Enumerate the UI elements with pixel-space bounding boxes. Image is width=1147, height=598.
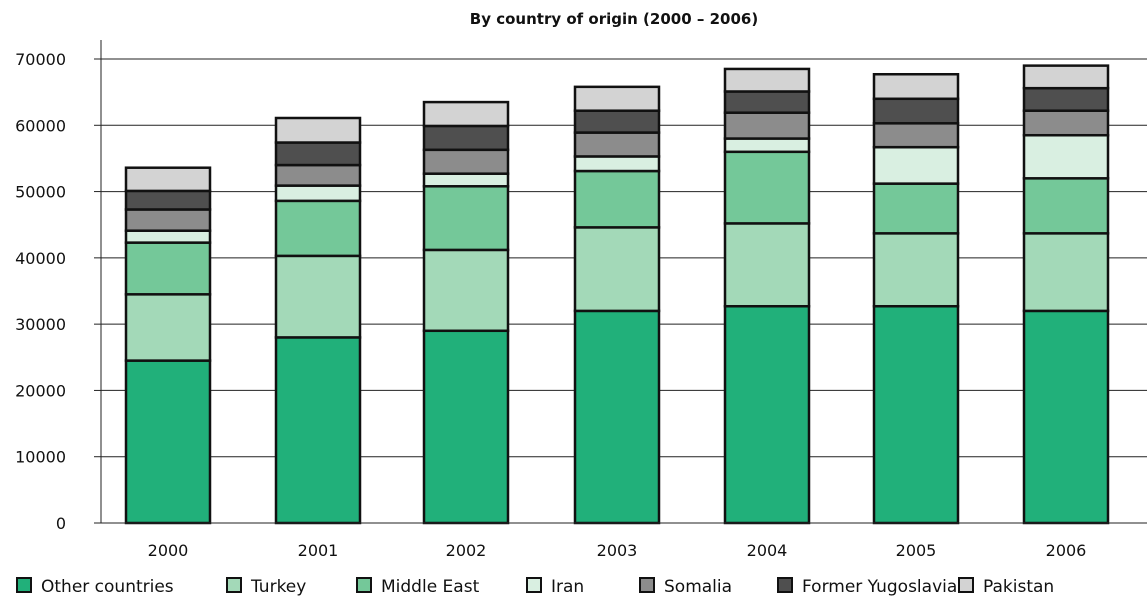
bar-segment — [274, 336, 362, 525]
bar-segment — [723, 222, 811, 308]
bar-segment — [422, 329, 510, 525]
bar-segment — [872, 304, 960, 525]
legend-label: Other countries — [41, 577, 174, 597]
legend-label: Middle East — [381, 577, 480, 597]
bar-segment — [274, 163, 362, 187]
bar-segment — [124, 229, 212, 244]
y-tick-label: 60000 — [15, 116, 66, 135]
bar-segment — [124, 166, 212, 193]
bar-segment — [1022, 232, 1110, 313]
y-tick-label: 20000 — [15, 381, 66, 400]
bar-segment — [573, 155, 661, 173]
bar-segment — [723, 304, 811, 525]
legend-label: Pakistan — [983, 577, 1054, 597]
y-axis-ticks: 0 10000 20000 30000 40000 50000 60000 70000 — [15, 50, 101, 533]
bar-segment — [723, 90, 811, 114]
y-tick-label: 10000 — [15, 448, 66, 467]
x-tick-label: 2003 — [597, 541, 638, 560]
bar-segment — [723, 67, 811, 93]
bar-segment — [422, 124, 510, 152]
legend-swatch — [958, 577, 974, 593]
bar-segment — [872, 97, 960, 125]
axes — [94, 40, 1147, 524]
bar-segment — [274, 184, 362, 203]
bar-segment — [422, 172, 510, 188]
bar-segment — [872, 72, 960, 101]
legend-swatch — [777, 577, 793, 593]
bar-segment — [124, 293, 212, 362]
bar-segment — [1022, 64, 1110, 90]
bar-segment — [1022, 133, 1110, 180]
bar-segment — [723, 111, 811, 140]
legend-label: Iran — [551, 577, 584, 597]
x-tick-label: 2004 — [747, 541, 788, 560]
x-tick-label: 2000 — [148, 541, 189, 560]
bar-segment — [1022, 86, 1110, 112]
bar-segment — [1022, 109, 1110, 137]
x-tick-label: 2005 — [896, 541, 937, 560]
bar-segment — [573, 85, 661, 112]
bar-segment — [872, 182, 960, 235]
bars — [124, 64, 1110, 525]
bar-segment — [422, 148, 510, 175]
bar-segment — [872, 145, 960, 185]
bar-segment — [422, 248, 510, 333]
x-axis-ticks: 2000 2001 2002 2003 2004 2005 2006 — [148, 541, 1087, 560]
legend: Other countries Turkey Middle East Iran Soma… — [16, 577, 1054, 597]
y-tick-label: 70000 — [15, 50, 66, 69]
bar-segment — [422, 185, 510, 252]
chart-title: By country of origin (2000 – 2006) — [470, 10, 758, 28]
bar-segment — [573, 309, 661, 525]
legend-swatch — [226, 577, 242, 593]
bar-segment — [124, 208, 212, 232]
bar-segment — [274, 199, 362, 258]
x-tick-label: 2001 — [298, 541, 339, 560]
bar-segment — [872, 122, 960, 149]
bar-segment — [124, 241, 212, 296]
bar-segment — [124, 359, 212, 525]
bar-segment — [422, 100, 510, 128]
y-tick-label: 0 — [56, 514, 66, 533]
bar-segment — [274, 141, 362, 167]
bar-segment — [274, 254, 362, 339]
bar-segment — [573, 169, 661, 229]
x-tick-label: 2006 — [1046, 541, 1087, 560]
y-tick-label: 30000 — [15, 315, 66, 334]
bar-segment — [573, 131, 661, 158]
bar-segment — [274, 116, 362, 144]
y-tick-label: 50000 — [15, 183, 66, 202]
legend-label: Turkey — [250, 577, 306, 597]
bar-segment — [124, 189, 212, 211]
legend-swatch — [526, 577, 542, 593]
bar-segment — [1022, 177, 1110, 235]
bar-segment — [723, 150, 811, 225]
x-tick-label: 2002 — [446, 541, 487, 560]
bar-segment — [872, 232, 960, 308]
legend-label: Former Yugoslavia — [802, 577, 957, 597]
legend-swatch — [16, 577, 32, 593]
bar-segment — [1022, 309, 1110, 525]
y-tick-label: 40000 — [15, 249, 66, 268]
bar-segment — [573, 109, 661, 134]
legend-label: Somalia — [664, 577, 732, 597]
legend-swatch — [639, 577, 655, 593]
bar-segment — [723, 137, 811, 154]
bar-segment — [573, 226, 661, 313]
legend-swatch — [356, 577, 372, 593]
